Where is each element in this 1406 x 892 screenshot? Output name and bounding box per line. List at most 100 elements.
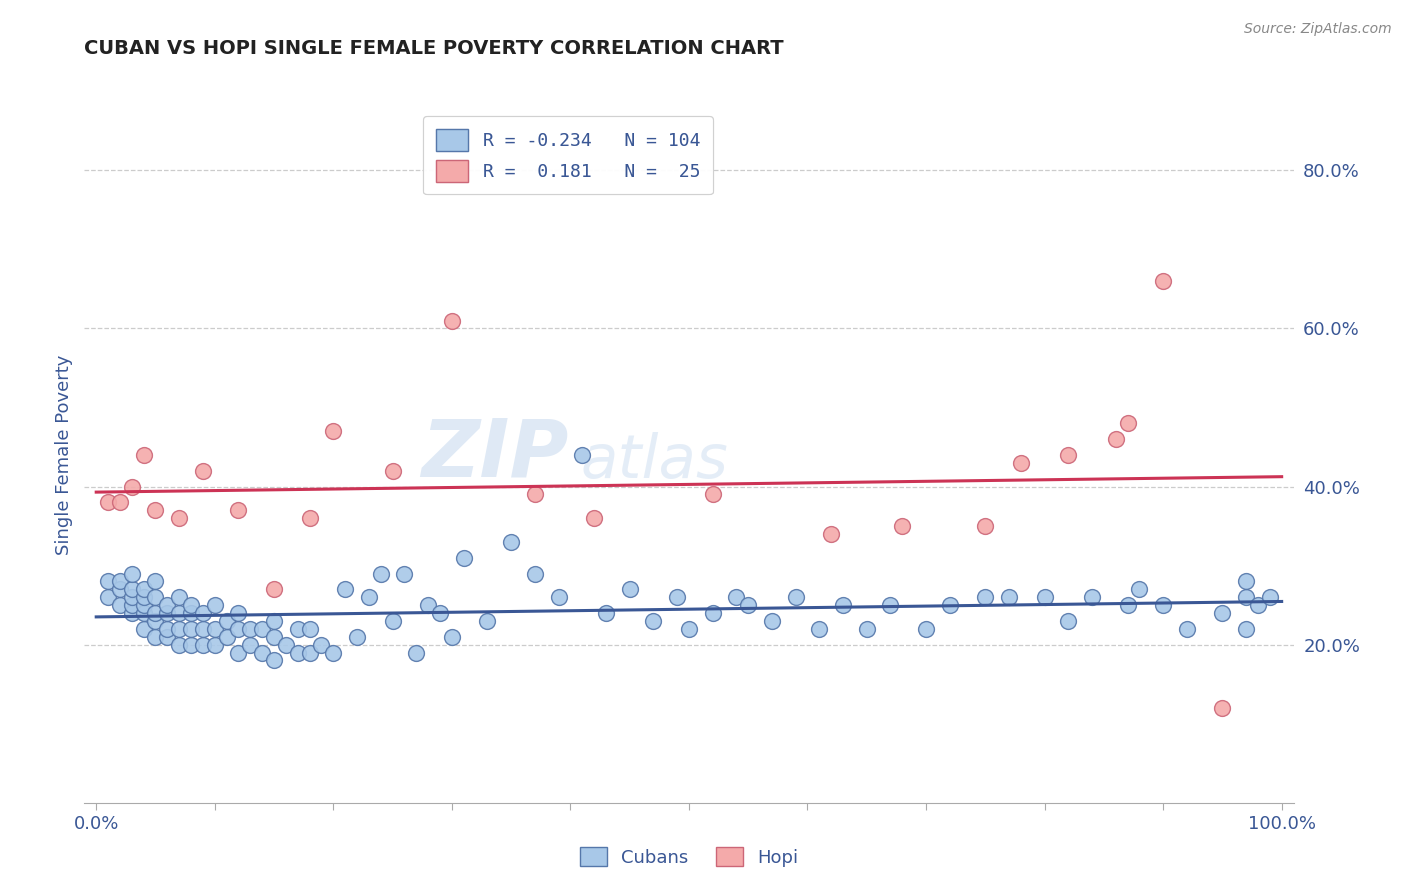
Text: atlas: atlas — [581, 433, 728, 491]
Point — [250, 622, 273, 636]
Point — [121, 566, 143, 581]
Point — [228, 646, 250, 660]
Point — [97, 495, 120, 509]
Point — [523, 566, 546, 581]
Point — [381, 614, 404, 628]
Point — [287, 622, 309, 636]
Point — [1010, 456, 1032, 470]
Point — [418, 598, 440, 612]
Point — [145, 574, 167, 589]
Point — [974, 591, 997, 605]
Point — [440, 313, 463, 327]
Point — [725, 591, 748, 605]
Point — [333, 582, 356, 597]
Point — [263, 653, 285, 667]
Point — [1116, 598, 1139, 612]
Point — [394, 566, 416, 581]
Point — [915, 622, 938, 636]
Point — [204, 622, 226, 636]
Legend: Cubans, Hopi: Cubans, Hopi — [572, 840, 806, 874]
Point — [1258, 591, 1281, 605]
Point — [678, 622, 700, 636]
Point — [1057, 448, 1080, 462]
Point — [547, 591, 569, 605]
Point — [108, 495, 131, 509]
Point — [501, 534, 523, 549]
Point — [287, 646, 309, 660]
Point — [785, 591, 807, 605]
Point — [381, 464, 404, 478]
Point — [643, 614, 665, 628]
Point — [239, 622, 262, 636]
Text: Source: ZipAtlas.com: Source: ZipAtlas.com — [1244, 22, 1392, 37]
Point — [132, 448, 155, 462]
Point — [571, 448, 593, 462]
Point — [121, 606, 143, 620]
Point — [180, 622, 202, 636]
Point — [108, 574, 131, 589]
Point — [191, 606, 214, 620]
Point — [121, 479, 143, 493]
Point — [477, 614, 499, 628]
Point — [263, 630, 285, 644]
Point — [595, 606, 617, 620]
Point — [1105, 432, 1128, 446]
Point — [666, 591, 689, 605]
Point — [180, 598, 202, 612]
Point — [1152, 274, 1174, 288]
Point — [121, 582, 143, 597]
Point — [180, 606, 202, 620]
Y-axis label: Single Female Poverty: Single Female Poverty — [55, 355, 73, 555]
Text: ZIP: ZIP — [420, 416, 568, 494]
Text: CUBAN VS HOPI SINGLE FEMALE POVERTY CORRELATION CHART: CUBAN VS HOPI SINGLE FEMALE POVERTY CORR… — [84, 39, 785, 58]
Point — [429, 606, 451, 620]
Point — [145, 591, 167, 605]
Point — [121, 598, 143, 612]
Point — [702, 606, 724, 620]
Point — [298, 511, 321, 525]
Point — [215, 614, 238, 628]
Point — [855, 622, 877, 636]
Point — [215, 630, 238, 644]
Point — [97, 574, 120, 589]
Point — [311, 638, 333, 652]
Point — [1057, 614, 1080, 628]
Point — [167, 511, 190, 525]
Point — [879, 598, 901, 612]
Point — [145, 614, 167, 628]
Point — [108, 582, 131, 597]
Point — [132, 591, 155, 605]
Point — [583, 511, 606, 525]
Point — [263, 582, 285, 597]
Point — [1175, 622, 1198, 636]
Point — [204, 598, 226, 612]
Point — [453, 550, 475, 565]
Point — [761, 614, 783, 628]
Point — [1211, 701, 1233, 715]
Point — [322, 646, 344, 660]
Point — [1116, 417, 1139, 431]
Point — [121, 591, 143, 605]
Point — [156, 598, 179, 612]
Point — [167, 622, 190, 636]
Point — [619, 582, 641, 597]
Point — [167, 591, 190, 605]
Point — [702, 487, 724, 501]
Point — [263, 614, 285, 628]
Point — [820, 527, 842, 541]
Point — [145, 630, 167, 644]
Point — [228, 503, 250, 517]
Point — [191, 464, 214, 478]
Point — [1234, 622, 1257, 636]
Point — [204, 638, 226, 652]
Point — [440, 630, 463, 644]
Point — [405, 646, 427, 660]
Point — [1033, 591, 1056, 605]
Point — [97, 591, 120, 605]
Point — [357, 591, 380, 605]
Point — [167, 606, 190, 620]
Point — [891, 519, 914, 533]
Point — [322, 424, 344, 438]
Point — [250, 646, 273, 660]
Point — [228, 606, 250, 620]
